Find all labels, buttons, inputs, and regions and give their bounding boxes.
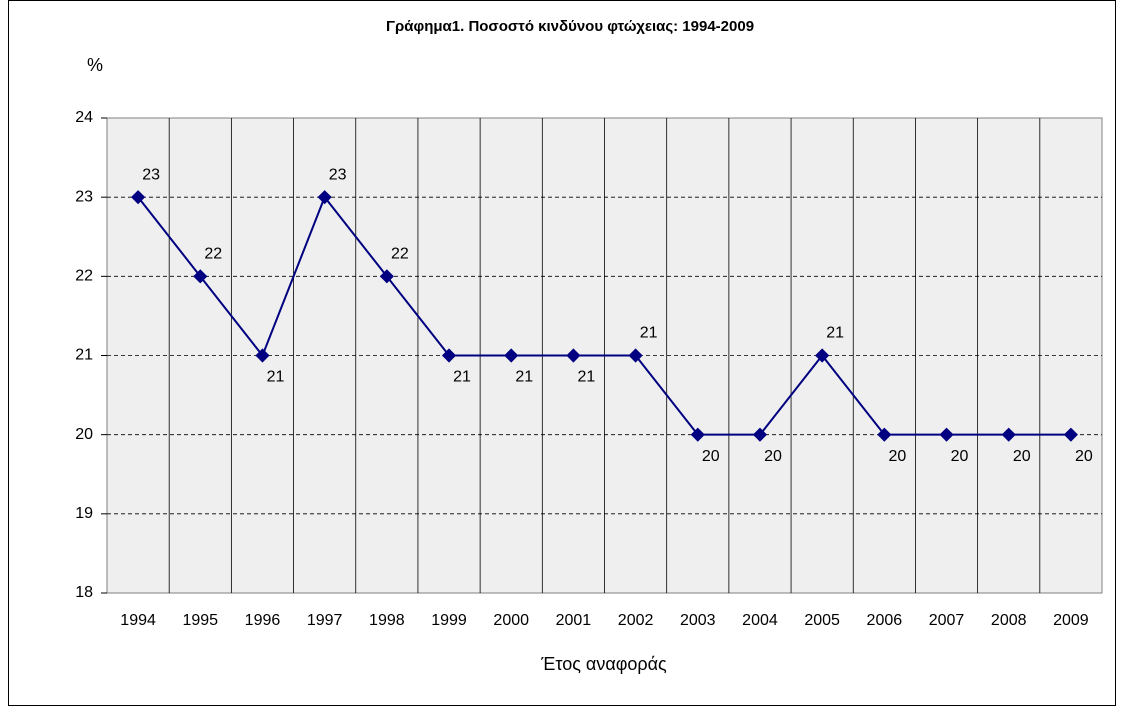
data-label: 21	[640, 325, 658, 342]
x-tick-label: 2009	[1053, 612, 1089, 629]
data-label: 21	[453, 369, 471, 386]
x-tick-label: 2003	[680, 612, 716, 629]
y-tick-label: 21	[75, 347, 93, 364]
x-tick-label: 1997	[307, 612, 343, 629]
x-tick-label: 2001	[556, 612, 592, 629]
marker	[690, 427, 705, 442]
marker	[939, 427, 954, 442]
data-label: 23	[142, 166, 160, 183]
y-tick-label: 19	[75, 505, 93, 522]
x-tick-label: 2000	[493, 612, 529, 629]
marker	[441, 348, 457, 363]
data-label: 21	[578, 369, 596, 386]
data-label: 21	[267, 369, 285, 386]
marker	[628, 348, 643, 363]
data-label: 22	[204, 246, 222, 263]
x-tick-label: 2006	[867, 612, 903, 629]
line	[137, 195, 1071, 436]
data-label: 20	[888, 448, 906, 465]
y-axis-label: %	[87, 55, 103, 75]
marker	[193, 269, 208, 284]
x-axis-label: Έτος αναφοράς	[540, 654, 667, 674]
x-tick-label: 2007	[929, 612, 965, 629]
x-tick-label: 2008	[991, 612, 1027, 629]
x-tick-label: 2004	[742, 612, 778, 629]
data-label: 21	[515, 369, 533, 386]
y-tick-label: 18	[75, 584, 93, 601]
marker	[317, 190, 332, 205]
data-label: 21	[826, 325, 844, 342]
marker	[504, 348, 519, 363]
data-label: 20	[951, 448, 969, 465]
chart-title: Γράφημα1. Ποσοστό κινδύνου φτώχειας: 199…	[386, 18, 754, 35]
marker	[379, 269, 394, 284]
y-tick-label: 23	[75, 188, 93, 205]
x-tick-label: 1995	[182, 612, 218, 629]
y-tick-label: 20	[75, 426, 93, 443]
marker	[131, 190, 146, 205]
x-tick-label: 1996	[245, 612, 281, 629]
x-tick-label: 1994	[120, 612, 156, 629]
data-label: 20	[1075, 448, 1093, 465]
data-label: 23	[329, 166, 347, 183]
x-tick-label: 1998	[369, 612, 405, 629]
x-tick-label: 2002	[618, 612, 654, 629]
marker	[815, 348, 830, 363]
y-tick-label: 22	[75, 268, 93, 285]
marker	[752, 427, 768, 442]
y-tick-label: 24	[75, 109, 93, 126]
marker	[255, 348, 270, 363]
marker	[1063, 427, 1078, 442]
marker	[877, 427, 892, 442]
data-label: 22	[391, 246, 409, 263]
marker	[1001, 427, 1016, 442]
data-label: 20	[1013, 448, 1031, 465]
marker	[566, 348, 581, 363]
data-label: 20	[702, 448, 720, 465]
data-label: 20	[764, 448, 782, 465]
x-tick-label: 2005	[804, 612, 840, 629]
x-tick-label: 1999	[431, 612, 467, 629]
